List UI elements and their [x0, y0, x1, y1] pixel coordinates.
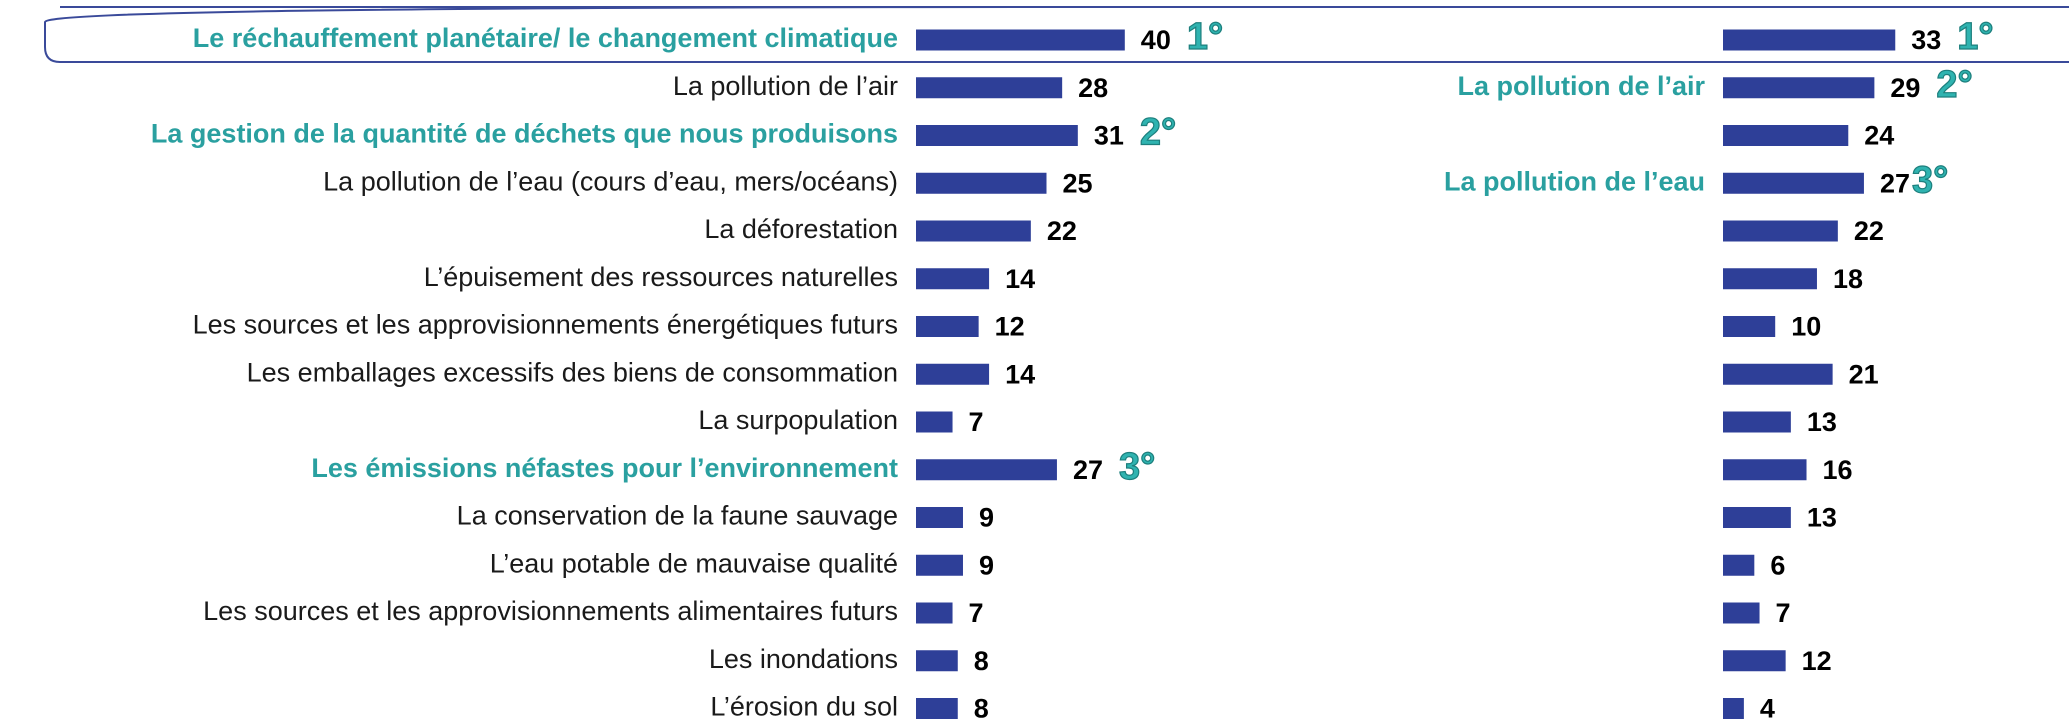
bar: [1723, 172, 1864, 194]
value-label: 40: [1141, 25, 1171, 55]
value-label: 12: [995, 312, 1025, 342]
value-label: 22: [1047, 216, 1077, 246]
value-label: 8: [974, 646, 989, 676]
category-label: La pollution de l’eau (cours d’eau, mers…: [323, 166, 898, 196]
value-label: 33: [1911, 25, 1941, 55]
value-label: 4: [1760, 694, 1775, 720]
bar: [916, 220, 1031, 242]
value-label: 31: [1094, 121, 1124, 151]
value-label: 22: [1854, 216, 1884, 246]
bar: [1723, 125, 1849, 146]
value-label: 18: [1833, 264, 1863, 294]
bar: [1723, 29, 1896, 51]
value-label: 16: [1823, 455, 1853, 485]
category-label: La gestion de la quantité de déchets que…: [151, 119, 898, 149]
rank-label: 2°: [1140, 112, 1176, 154]
category-label: Le réchauffement planétaire/ le changeme…: [193, 23, 898, 53]
value-label: 27: [1073, 455, 1103, 485]
bar: [1723, 459, 1807, 481]
rank-label: 2°: [1936, 64, 1972, 106]
category-label: Les emballages excessifs des biens de co…: [247, 357, 898, 387]
value-label: 28: [1078, 73, 1108, 103]
bar: [916, 172, 1047, 194]
category-label: La déforestation: [704, 214, 898, 244]
value-label: 13: [1807, 407, 1837, 437]
bar: [916, 125, 1078, 146]
bar: [916, 29, 1125, 51]
bar: [1723, 507, 1791, 528]
bar: [1723, 77, 1875, 99]
bar: [1723, 650, 1786, 672]
value-label: 6: [1770, 550, 1785, 580]
bar: [916, 507, 963, 528]
value-label: 21: [1849, 359, 1879, 389]
category-label: L’érosion du sol: [710, 692, 898, 720]
category-label: Les sources et les approvisionnements al…: [203, 596, 898, 626]
bar: [1723, 554, 1755, 576]
value-label: 7: [1776, 598, 1791, 628]
category-label: La pollution de l’eau: [1444, 166, 1705, 196]
category-label: L’épuisement des ressources naturelles: [424, 262, 898, 292]
value-label: 7: [969, 407, 984, 437]
value-label: 9: [979, 503, 994, 533]
bar: [1723, 602, 1760, 624]
bar: [916, 268, 990, 290]
value-label: 25: [1063, 168, 1093, 198]
bar: [1723, 220, 1838, 242]
rank-label: 3°: [1119, 446, 1155, 488]
bar: [916, 363, 990, 385]
bar: [916, 602, 953, 624]
highlight-frame: [44, 6, 2069, 63]
bar: [916, 554, 963, 576]
category-label: Les sources et les approvisionnements én…: [193, 310, 898, 340]
rank-label: 1°: [1187, 16, 1223, 58]
bar: [1723, 411, 1791, 433]
value-label: 14: [1005, 359, 1035, 389]
category-label: La pollution de l’air: [673, 71, 898, 101]
bar: [916, 411, 953, 433]
value-label: 24: [1864, 121, 1894, 151]
bar: [916, 316, 979, 337]
value-label: 8: [974, 694, 989, 720]
value-label: 7: [969, 598, 984, 628]
value-label: 27: [1880, 168, 1910, 198]
value-label: 10: [1791, 312, 1821, 342]
category-label: Les émissions néfastes pour l’environnem…: [311, 453, 898, 483]
category-label: La pollution de l’air: [1457, 71, 1705, 101]
bar: [916, 77, 1063, 99]
bar: [1723, 363, 1833, 385]
value-label: 12: [1802, 646, 1832, 676]
bar: [916, 698, 958, 719]
category-label: L’eau potable de mauvaise qualité: [490, 548, 898, 578]
value-label: 29: [1890, 73, 1920, 103]
bar: [1723, 698, 1744, 719]
bar: [1723, 268, 1817, 290]
category-label: La conservation de la faune sauvage: [457, 501, 898, 531]
rank-label: 3°: [1912, 159, 1948, 201]
value-label: 9: [979, 550, 994, 580]
value-label: 14: [1005, 264, 1035, 294]
bar: [916, 459, 1057, 481]
category-label: Les inondations: [709, 644, 898, 674]
rank-label: 1°: [1957, 16, 1993, 58]
bar: [916, 650, 958, 672]
value-label: 13: [1807, 503, 1837, 533]
bar: [1723, 316, 1776, 337]
category-label: La surpopulation: [698, 405, 898, 435]
